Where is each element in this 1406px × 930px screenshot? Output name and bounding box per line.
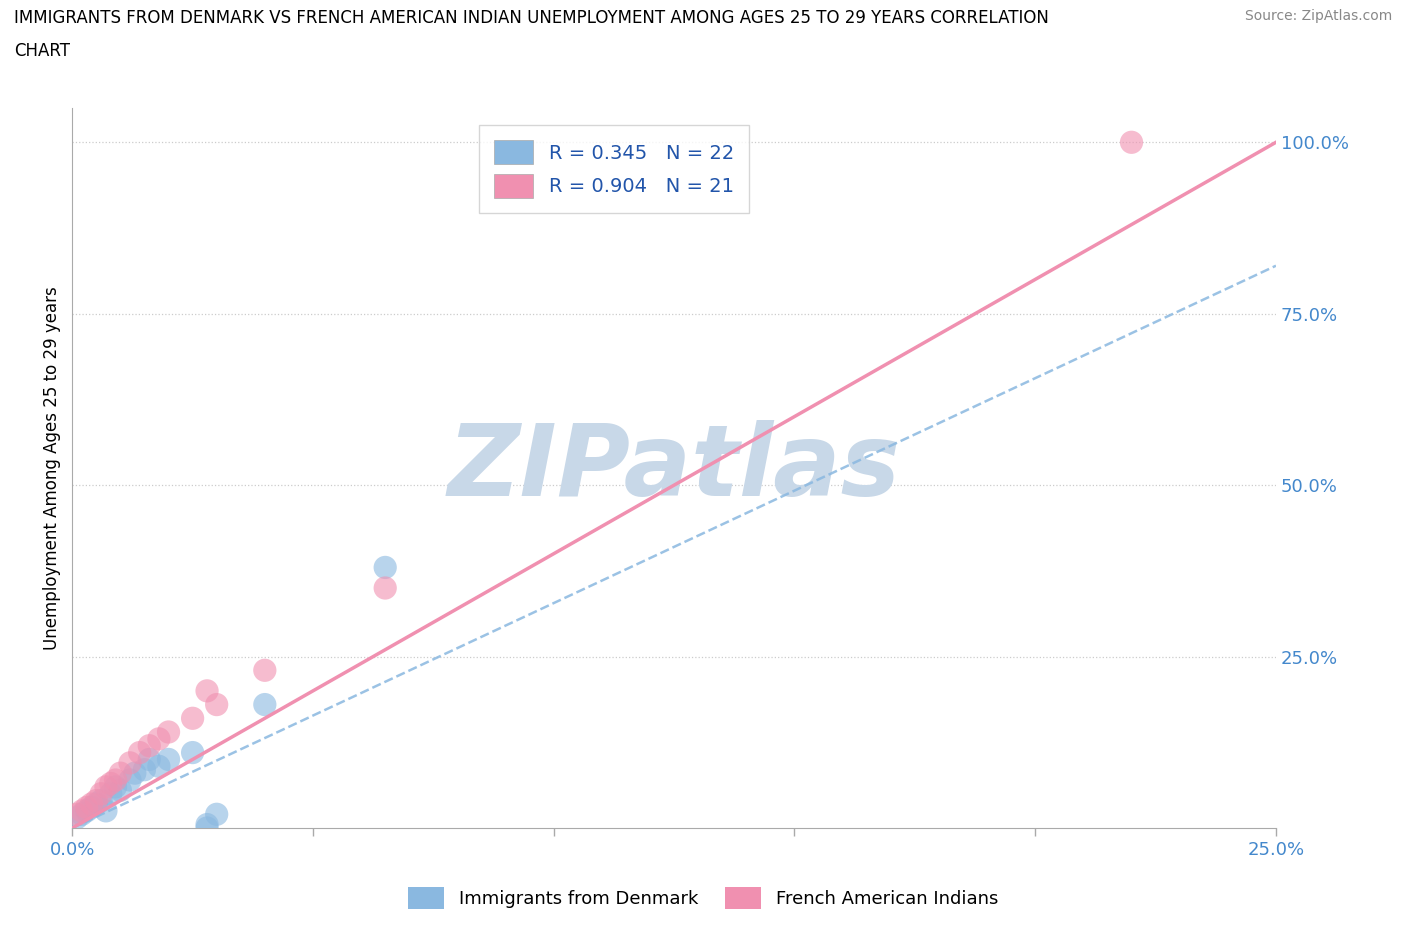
Point <box>157 752 180 767</box>
Point <box>128 745 150 760</box>
Point <box>124 765 146 780</box>
Point <box>195 817 218 832</box>
Point <box>205 698 228 712</box>
Point <box>66 810 89 825</box>
Point <box>253 698 276 712</box>
Point <box>70 804 93 818</box>
Point <box>70 807 93 822</box>
Point <box>84 797 107 812</box>
Point <box>104 779 127 794</box>
Text: CHART: CHART <box>14 42 70 60</box>
Point <box>148 759 170 774</box>
Point <box>80 800 103 815</box>
Point <box>374 580 396 595</box>
Point <box>100 786 122 801</box>
Point <box>80 797 103 812</box>
Point <box>157 724 180 739</box>
Point <box>76 804 98 818</box>
Point <box>148 731 170 746</box>
Point <box>104 773 127 788</box>
Point <box>181 711 204 725</box>
Text: ZIPatlas: ZIPatlas <box>447 419 901 516</box>
Point <box>138 752 160 767</box>
Point <box>110 783 132 798</box>
Point <box>205 807 228 822</box>
Point <box>110 765 132 780</box>
Point <box>90 793 112 808</box>
Point <box>100 776 122 790</box>
Point <box>253 663 276 678</box>
Point <box>94 804 117 818</box>
Point <box>195 684 218 698</box>
Legend: R = 0.345   N = 22, R = 0.904   N = 21: R = 0.345 N = 22, R = 0.904 N = 21 <box>478 125 749 213</box>
Point <box>138 738 160 753</box>
Point <box>374 560 396 575</box>
Point <box>94 779 117 794</box>
Point <box>118 755 141 770</box>
Point <box>134 763 156 777</box>
Point <box>181 745 204 760</box>
Point <box>84 793 107 808</box>
Point <box>1121 135 1143 150</box>
Text: Source: ZipAtlas.com: Source: ZipAtlas.com <box>1244 9 1392 23</box>
Point <box>66 807 89 822</box>
Point <box>195 820 218 835</box>
Legend: Immigrants from Denmark, French American Indians: Immigrants from Denmark, French American… <box>401 880 1005 916</box>
Y-axis label: Unemployment Among Ages 25 to 29 years: Unemployment Among Ages 25 to 29 years <box>44 286 60 650</box>
Point <box>90 786 112 801</box>
Text: IMMIGRANTS FROM DENMARK VS FRENCH AMERICAN INDIAN UNEMPLOYMENT AMONG AGES 25 TO : IMMIGRANTS FROM DENMARK VS FRENCH AMERIC… <box>14 9 1049 27</box>
Point <box>76 800 98 815</box>
Point <box>118 773 141 788</box>
